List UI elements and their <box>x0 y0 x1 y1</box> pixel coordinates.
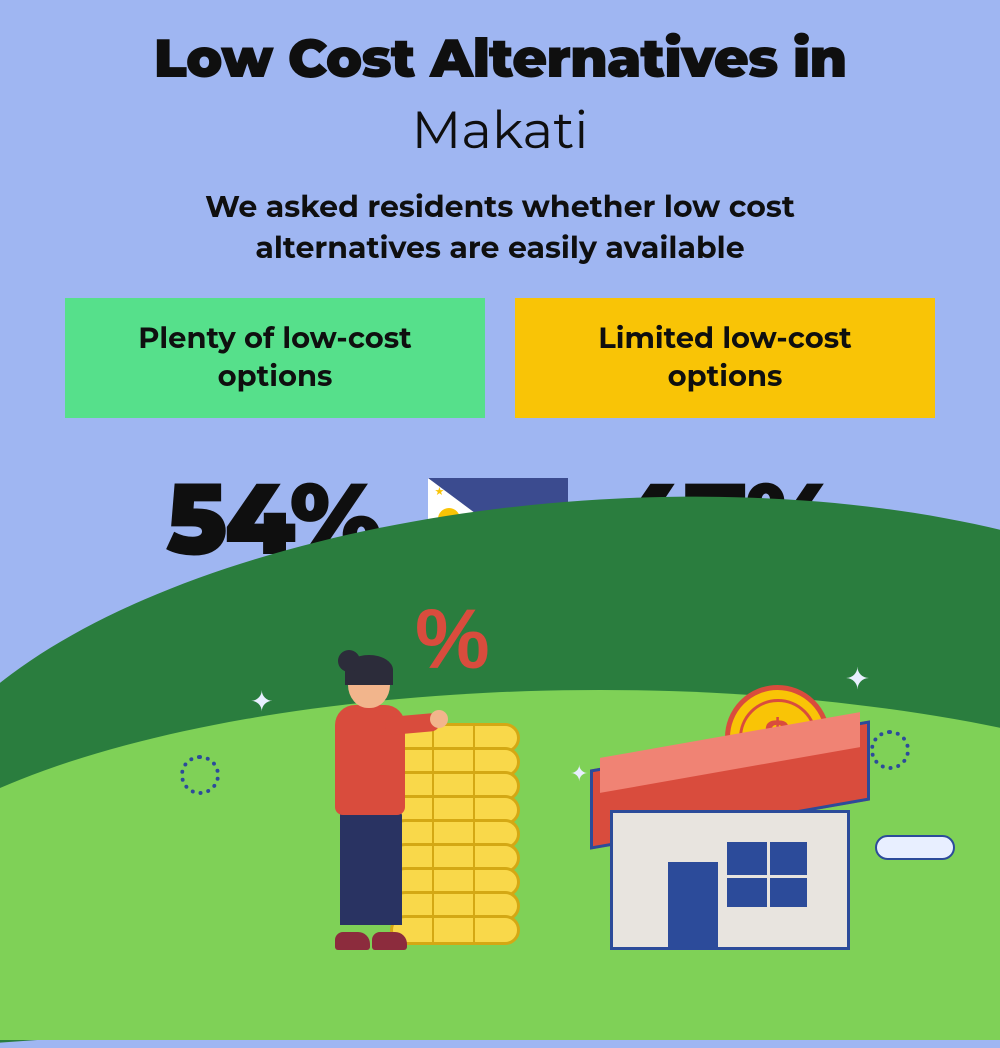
person-shoe <box>372 932 407 950</box>
card-plenty: Plenty of low-cost options <box>65 298 485 418</box>
person-icon <box>290 650 420 950</box>
card-limited-label: Limited low-cost options <box>555 320 895 395</box>
card-plenty-label: Plenty of low-cost options <box>105 320 445 395</box>
house-window <box>727 842 807 907</box>
infographic-root: Low Cost Alternatives in Makati We asked… <box>0 0 1000 1000</box>
house-door <box>668 862 718 947</box>
title-line2: Makati <box>0 99 1000 162</box>
dotted-circle-icon <box>870 730 910 770</box>
person-shoe <box>335 932 370 950</box>
house-icon <box>590 740 870 950</box>
illustration-scene: ✦ ✦ ✦ $ % <box>0 640 1000 1000</box>
person-hand <box>430 710 448 728</box>
cloud-icon <box>875 835 955 860</box>
subtitle: We asked residents whether low cost alte… <box>120 187 880 268</box>
house-body <box>610 810 850 950</box>
person-bun <box>338 650 360 672</box>
sparkle-icon: ✦ <box>845 660 870 697</box>
sparkle-icon: ✦ <box>570 760 588 787</box>
title-line1: Low Cost Alternatives in <box>0 0 1000 91</box>
cards-row: Plenty of low-cost options Limited low-c… <box>0 298 1000 418</box>
card-limited: Limited low-cost options <box>515 298 935 418</box>
sparkle-icon: ✦ <box>250 685 273 719</box>
dotted-circle-icon <box>180 755 220 795</box>
person-legs <box>340 810 402 925</box>
flag-star-icon: ★ <box>434 484 444 498</box>
percent-symbol-icon: % <box>415 591 490 688</box>
